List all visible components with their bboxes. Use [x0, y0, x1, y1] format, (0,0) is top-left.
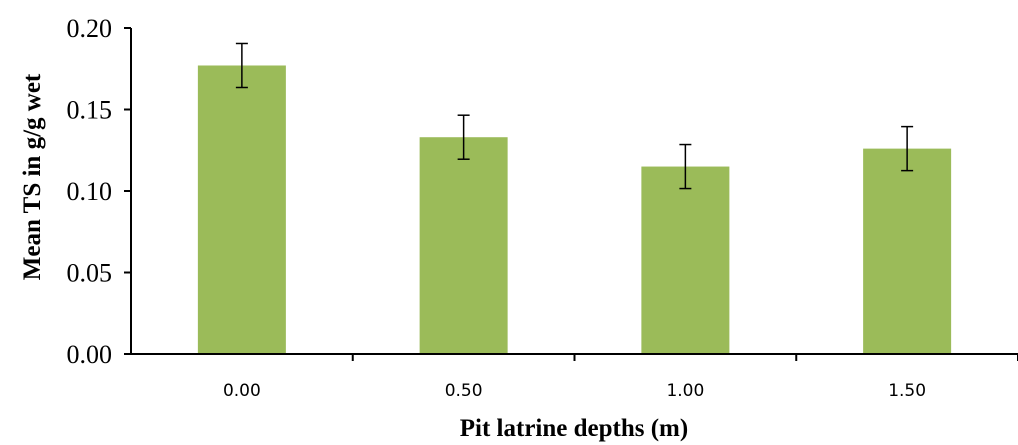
bar — [197, 65, 286, 355]
bar — [863, 148, 952, 354]
bars-group — [197, 65, 952, 355]
x-tick-label: 1.50 — [888, 381, 926, 401]
y-ticks-group: 0.00 0.05 0.10 0.15 0.20 — [67, 14, 131, 369]
y-axis-title: Mean TS in g/g wet — [19, 73, 46, 280]
x-tick-label: 0.50 — [445, 381, 483, 401]
x-ticks-group: 0.00 0.50 1.00 1.50 — [223, 354, 1018, 401]
bar — [419, 137, 508, 354]
x-tick-label: 0.00 — [223, 381, 261, 401]
x-axis-title: Pit latrine depths (m) — [460, 415, 688, 442]
y-tick-label: 0.10 — [67, 177, 113, 206]
x-tick-label: 1.00 — [666, 381, 704, 401]
y-tick-label: 0.05 — [67, 259, 113, 288]
y-tick-label: 0.00 — [67, 340, 113, 369]
y-tick-label: 0.20 — [67, 14, 113, 43]
bar — [641, 166, 730, 354]
error-bars-group — [235, 42, 914, 190]
y-tick-label: 0.15 — [67, 96, 113, 125]
